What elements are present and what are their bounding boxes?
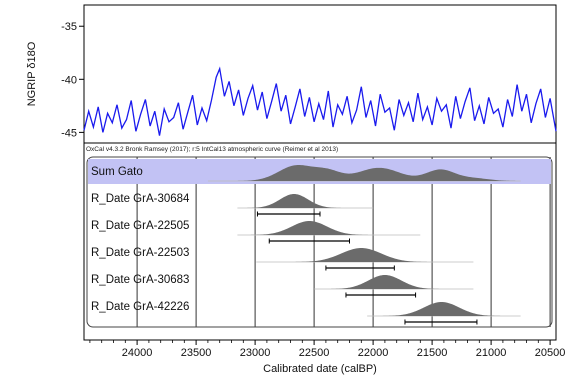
x-tick-label: 24000 [122, 347, 153, 359]
row-label: R_Date GrA-22505 [91, 220, 189, 232]
row-distribution [84, 302, 556, 316]
ngrip-y-ticks: -35 -40 -45 [61, 21, 84, 139]
row-label: R_Date GrA-42226 [91, 301, 189, 313]
ngrip-series-line [83, 66, 557, 136]
oxcal-caption: OxCal v4.3.2 Bronk Ramsey (2017); r:5 In… [86, 146, 338, 153]
oxcal-frame [83, 142, 557, 341]
x-tick-label: 23000 [240, 347, 271, 359]
row-sum-gato: Sum Gato [84, 159, 556, 184]
row-r-date: R_Date GrA-22503 [84, 247, 556, 271]
row-r-date: R_Date GrA-30684 [84, 193, 556, 217]
row-r-date: R_Date GrA-22505 [84, 220, 556, 244]
row-label: Sum Gato [91, 166, 143, 178]
x-tick-label: 21500 [417, 347, 448, 359]
ngrip-y-tick-label: -45 [61, 127, 77, 139]
row-label: R_Date GrA-30683 [91, 274, 189, 286]
oxcal-gridlines [136, 157, 551, 327]
oxcal-rows: Sum Gato R_Date GrA-30684 R_Date GrA-22505… [84, 159, 556, 325]
row-r-date: R_Date GrA-42226 [84, 301, 556, 325]
row-distribution [84, 221, 556, 235]
ngrip-y-axis-title: NGRIP δ18O [26, 41, 38, 106]
row-label: R_Date GrA-30684 [91, 193, 190, 205]
ngrip-panel: -35 -40 -45 NGRIP δ18O [26, 4, 557, 144]
oxcal-panel: OxCal v4.3.2 Bronk Ramsey (2017); r:5 In… [83, 142, 566, 375]
ngrip-frame [83, 4, 557, 144]
ngrip-y-tick-label: -40 [61, 74, 77, 86]
row-distribution [84, 165, 556, 181]
x-tick-label: 23500 [181, 347, 212, 359]
x-axis-ticks: 24000 23500 23000 22500 22000 21500 21000 20500 [89, 340, 566, 359]
x-tick-label: 22000 [358, 347, 389, 359]
x-tick-label: 21000 [476, 347, 507, 359]
row-r-date: R_Date GrA-30683 [84, 274, 556, 298]
x-tick-label: 22500 [299, 347, 330, 359]
row-label: R_Date GrA-22503 [91, 247, 189, 259]
x-tick-label: 20500 [535, 347, 566, 359]
sum-group-box [86, 156, 553, 328]
ngrip-y-tick-label: -35 [61, 21, 77, 33]
x-axis-title: Calibrated date (calBP) [263, 363, 377, 375]
